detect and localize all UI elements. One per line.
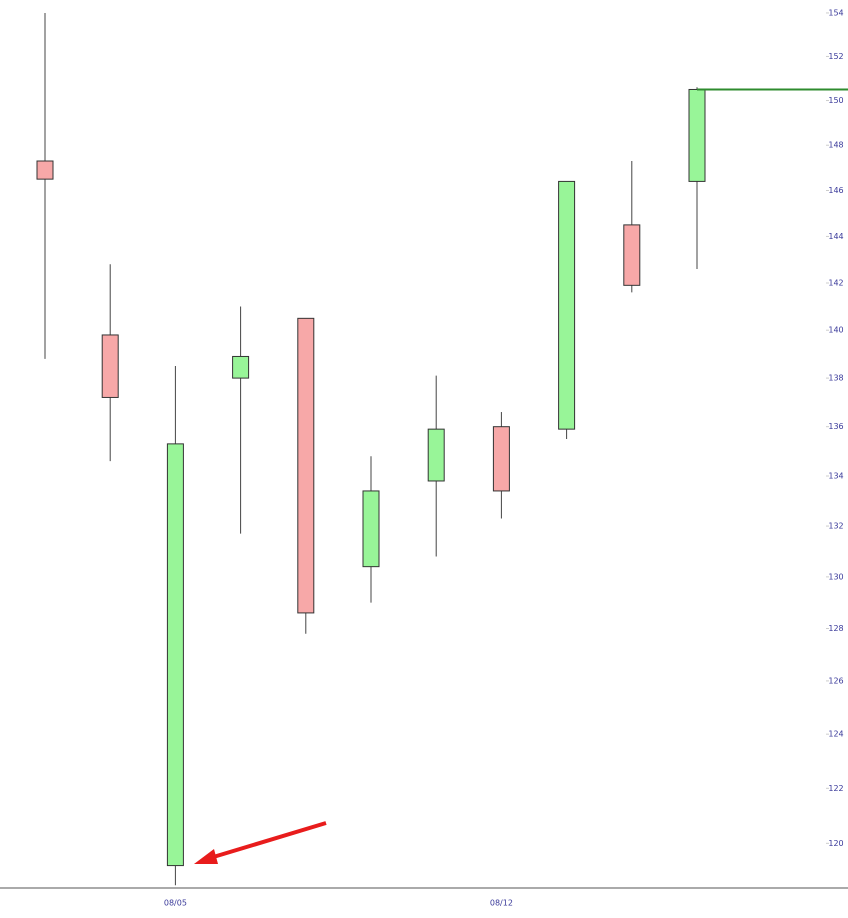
candle-body [492,426,510,492]
candle-body [297,317,315,614]
y-tick-label: 132 [828,522,843,531]
y-tick-label: 136 [828,422,843,431]
y-tick-label: 134 [828,472,843,481]
candle-body [166,443,184,867]
y-tick-label: 144 [828,232,843,241]
candle-body [427,428,445,482]
y-tick-label: 122 [828,784,843,793]
candle-body [688,88,706,182]
y-tick-label: 154 [828,8,843,17]
x-tick-label: 08/12 [490,899,513,908]
arrow-annotation [194,821,327,864]
y-tick-label: 138 [828,374,843,383]
y-tick-label: 150 [828,96,843,105]
candle-body [558,180,576,430]
y-tick-label: 128 [828,624,843,633]
y-tick-label: 124 [828,730,843,739]
candle-body [101,334,119,398]
y-tick-label: 130 [828,572,843,581]
y-tick-label: 126 [828,676,843,685]
candle-body [36,160,54,180]
y-tick-label: 142 [828,278,843,287]
candle-body [232,355,250,379]
y-tick-label: 120 [828,839,843,848]
y-tick-label: 152 [828,52,843,61]
x-tick-label: 08/05 [164,899,187,908]
y-tick-label: 146 [828,186,843,195]
y-tick-label: 148 [828,141,843,150]
candle-body [362,490,380,568]
y-tick-label: 140 [828,326,843,335]
candle-body [623,224,641,286]
